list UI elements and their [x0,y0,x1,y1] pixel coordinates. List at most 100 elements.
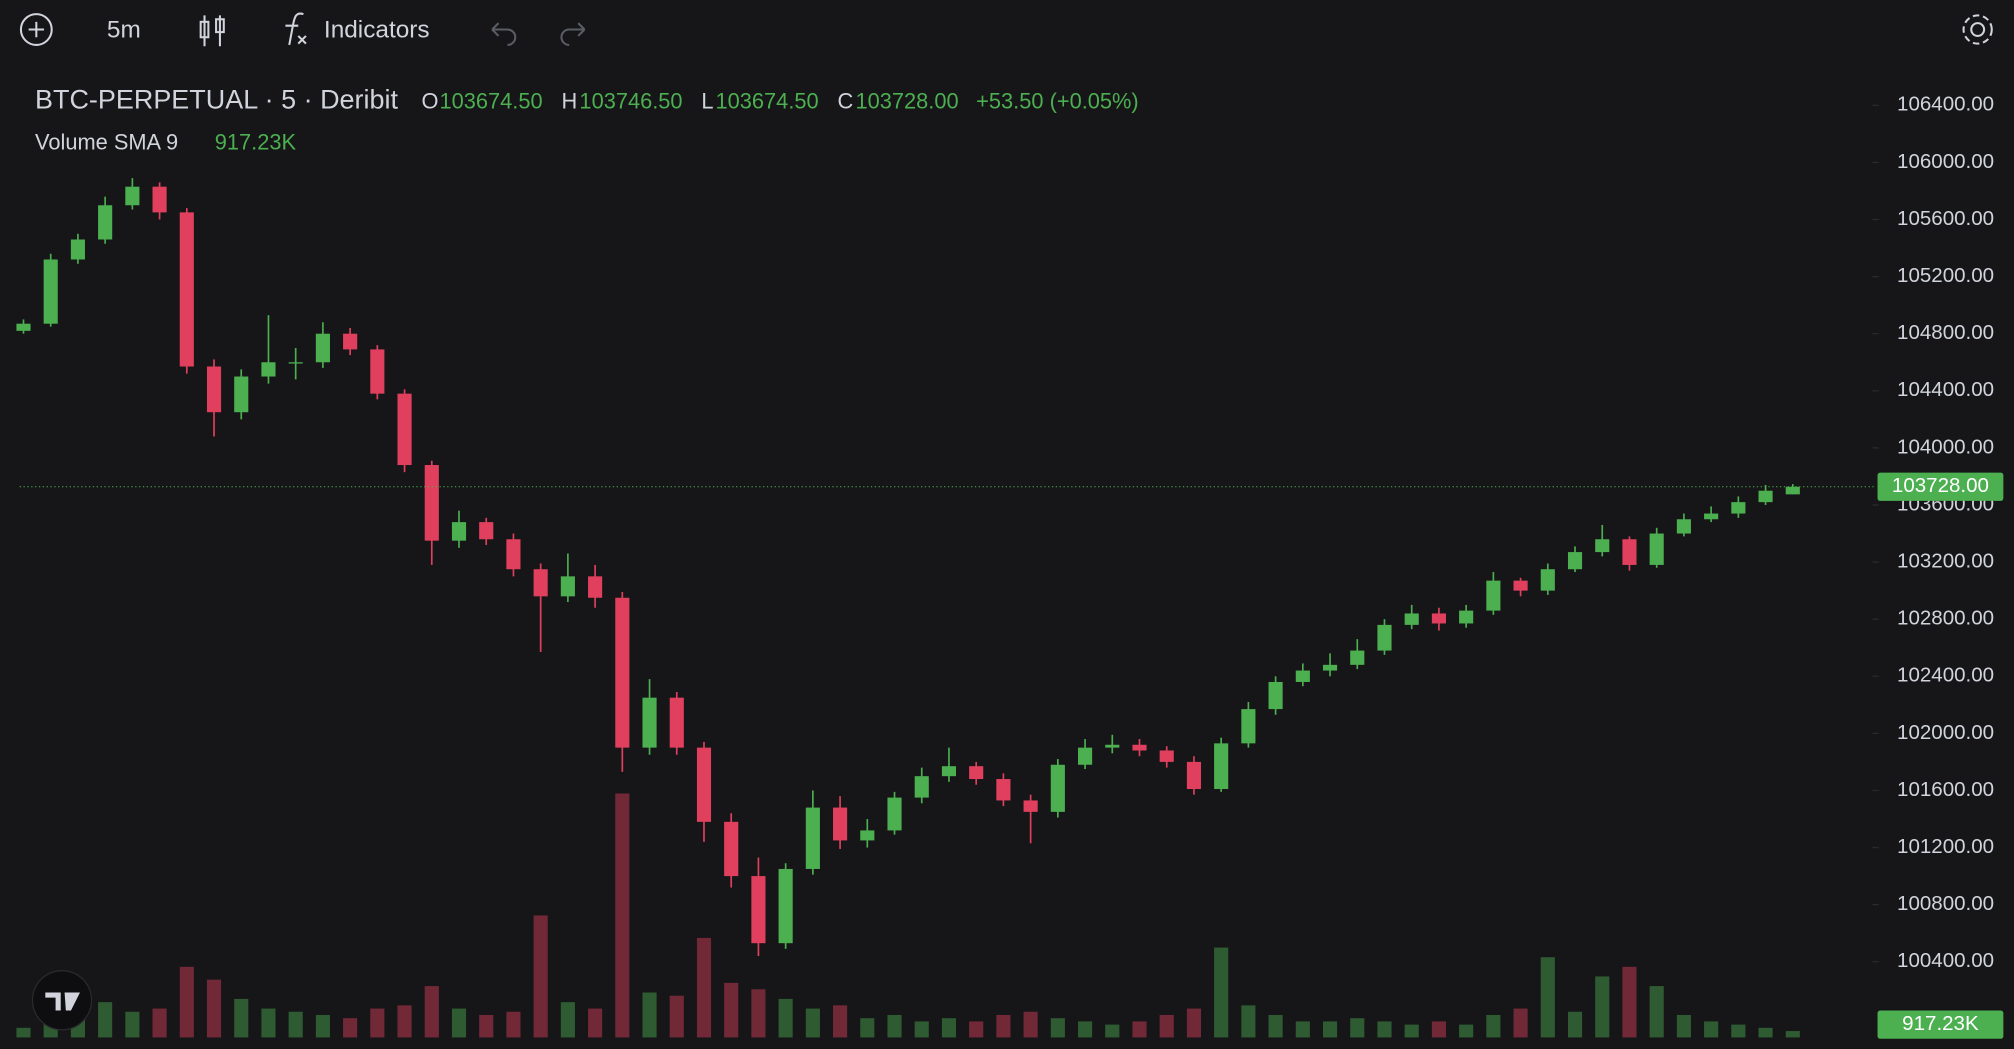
add-button[interactable] [19,13,53,46]
volume-bar [1023,1011,1038,1038]
candle-body [288,362,303,364]
volume-bar [996,1014,1011,1038]
candle-body [506,539,521,570]
candle-body [560,576,575,597]
y-tick-label: 106400.00 [1897,93,1994,116]
candle-body [751,876,766,944]
candle-body [98,205,113,240]
candle-body [315,333,330,363]
volume-bar [1105,1024,1120,1038]
volume-bar [1513,1008,1528,1038]
volume-bar [724,982,739,1038]
candle-body [261,362,276,377]
volume-bar [914,1021,929,1038]
candle-body [1595,539,1610,553]
volume-tag [1877,1010,2004,1039]
volume-bar [1676,1014,1691,1038]
settings-button[interactable] [1962,14,1993,45]
candle-body [860,830,875,841]
volume-bar [1459,1024,1474,1038]
candle-body [696,747,712,822]
candle-body [833,807,848,841]
candle-body [1268,681,1283,710]
y-tick-label: 100400.00 [1897,949,1994,972]
ohlc-label: L [701,88,713,113]
undo-button[interactable] [491,22,517,46]
volume-bar [1731,1024,1746,1038]
volume-bar [1350,1018,1365,1038]
candle-body [1377,624,1392,651]
volume-bar [451,1008,467,1038]
y-tick-label: 104800.00 [1897,321,1994,344]
indicators-button[interactable]: Indicators [285,12,430,46]
ohlc-label: O [422,88,439,113]
volume-bar [424,986,439,1038]
toolbar: 5m Indicators [19,12,1993,47]
ohlc-value: 103674.50 [716,88,819,113]
candle-body [1105,744,1120,748]
candle-body [1132,744,1147,751]
chart-type-button[interactable] [199,15,225,47]
volume-bar [16,1027,31,1038]
candle-body [724,821,739,877]
volume-bar [1377,1021,1392,1038]
candle-body [941,766,957,777]
volume-bar [343,1018,358,1038]
y-tick-label: 105600.00 [1897,207,1994,230]
volume-bar [1404,1024,1419,1038]
change: +53.50 (+0.05%) [976,88,1139,113]
y-tick-label: 102800.00 [1897,607,1994,630]
tradingview-logo[interactable] [31,970,93,1031]
candle-body [1785,486,1800,495]
interval-button[interactable]: 5m [107,16,141,43]
volume-bar [152,1008,167,1038]
ohlc-value: 103674.50 [439,88,542,113]
candle-body [1622,539,1637,565]
ohlc-label: H [561,88,577,113]
volume-bar [1268,1014,1283,1038]
candle-body [1295,670,1310,682]
y-tick-label: 103200.00 [1897,549,1994,572]
volume-bar [261,1008,276,1038]
volume-bar [1132,1021,1147,1038]
candle-body [479,522,494,540]
volume-label: Volume SMA 9 [35,130,178,155]
volume-bar [805,1008,820,1038]
candle-body [1050,764,1065,812]
candle-body [397,393,412,466]
ohlc-value: 103746.50 [579,88,682,113]
volume-bar [1214,947,1229,1038]
volume-bar [1050,1018,1065,1038]
candle-body [1758,490,1773,503]
candle-body [533,569,548,597]
candle-body [1567,552,1583,570]
volume-bar [288,1011,303,1038]
candle-body [1513,580,1528,591]
volume-bar [1785,1031,1800,1038]
y-tick-label: 100800.00 [1897,892,1994,915]
redo-button[interactable] [560,22,586,46]
y-tick-label: 102000.00 [1897,721,1994,744]
volume-bar [1295,1021,1310,1038]
candle-body [1486,580,1501,611]
candle-body [669,697,684,748]
volume-bar [615,793,630,1038]
candle-body [996,779,1011,801]
indicators-label[interactable]: Indicators [324,16,430,43]
candle-body [451,522,467,541]
volume-bar [1567,1011,1583,1038]
volume-bar [696,937,712,1038]
candle-body [1459,610,1474,624]
y-tick-label: 105200.00 [1897,264,1994,287]
volume-bar [669,995,684,1038]
candle-body [1540,569,1555,591]
candle-body [1322,664,1338,671]
volume-bar [860,1018,875,1038]
volume-bar [1078,1021,1093,1038]
volume-bar [778,998,793,1038]
volume-bar [941,1018,957,1038]
y-tick-label: 101200.00 [1897,835,1994,858]
volume-bar [125,1011,140,1038]
